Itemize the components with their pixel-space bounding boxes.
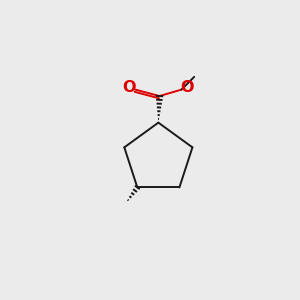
Text: O: O <box>123 80 136 95</box>
Text: O: O <box>180 80 193 95</box>
